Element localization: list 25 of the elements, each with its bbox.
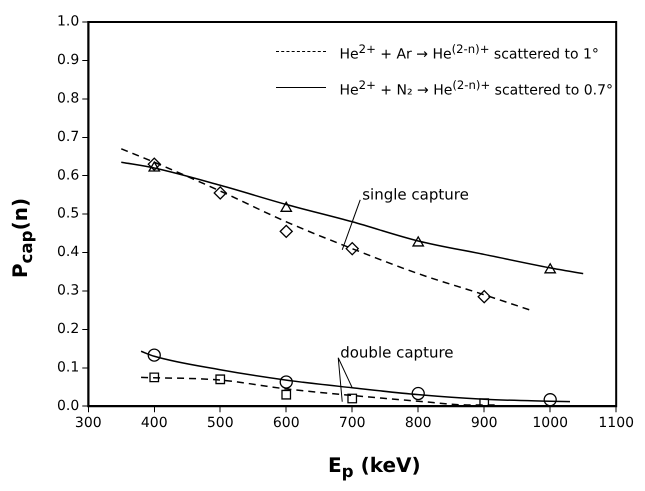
x-tick-label: 300 [74, 415, 102, 432]
annotation: double capture [340, 344, 454, 362]
x-axis-title: E$_{p}$ (keV) [328, 453, 421, 481]
y-tick-label: 0.0 [57, 398, 80, 414]
x-tick-label: 500 [206, 415, 234, 432]
annotation: single capture [362, 186, 469, 204]
y-tick-label: 1.0 [57, 14, 80, 30]
x-tick-label: 1000 [532, 415, 568, 432]
legend-label: He$^{2+}$ + Ar → He$^{(2-n)+}$ scattered to 1° [340, 41, 599, 65]
x-tick-label: 1100 [598, 415, 634, 432]
y-tick-label: 0.9 [57, 52, 80, 68]
x-tick-label: 600 [272, 415, 300, 432]
legend-label: He$^{2+}$ + N₂ → He$^{(2-n)+}$ scattered to 0.7° [340, 76, 613, 100]
x-tick-label: 700 [338, 415, 366, 432]
y-tick-label: 0.6 [57, 167, 80, 184]
y-tick-label: 0.4 [57, 244, 80, 260]
x-tick-label: 400 [140, 415, 168, 432]
y-tick-label: 0.2 [57, 321, 80, 337]
y-tick-label: 0.3 [57, 282, 80, 299]
x-tick-label: 900 [470, 415, 498, 432]
y-tick-label: 0.1 [57, 359, 80, 376]
x-tick-label: 800 [404, 415, 432, 432]
y-tick-label: 0.5 [57, 206, 80, 222]
y-tick-label: 0.7 [57, 128, 80, 145]
y-tick-label: 0.8 [57, 90, 80, 106]
